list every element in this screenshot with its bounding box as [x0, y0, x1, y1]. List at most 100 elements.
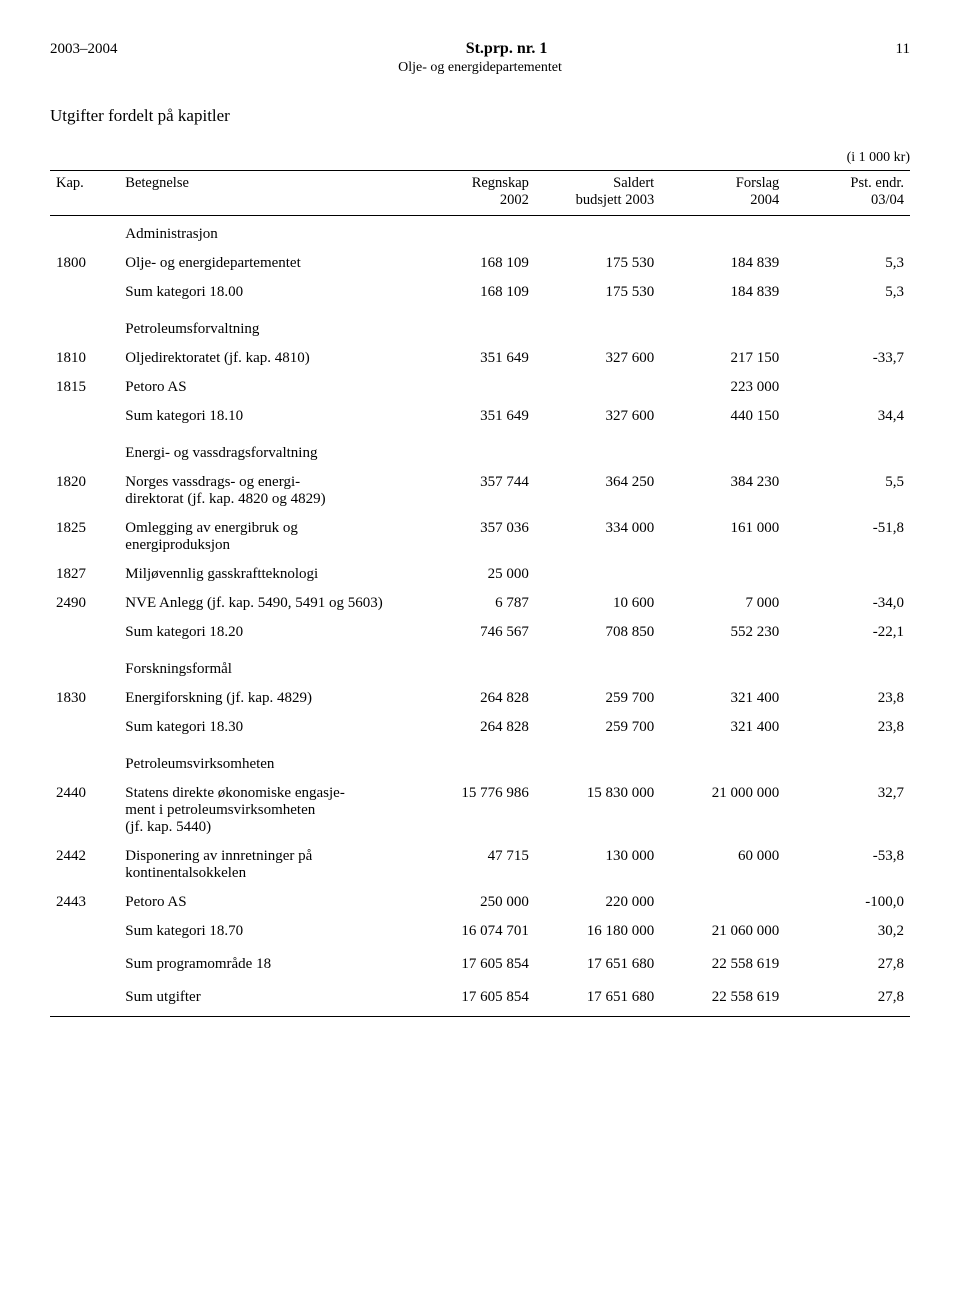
cell-value: 5,3: [785, 278, 910, 311]
cell-betegnelse: Petoro AS: [119, 373, 408, 402]
cell-value: [785, 373, 910, 402]
header-year: 2003–2004: [50, 41, 118, 58]
cell-value: [785, 560, 910, 589]
cell-value: -33,7: [785, 344, 910, 373]
cell-kap: [50, 216, 119, 250]
cell-value: 259 700: [535, 684, 660, 713]
cell-value: 217 150: [660, 344, 785, 373]
cell-betegnelse: Energi- og vassdragsforvaltning: [119, 435, 408, 468]
table-row: Petroleumsforvaltning: [50, 311, 910, 344]
cell-value: [409, 435, 535, 468]
cell-value: -34,0: [785, 589, 910, 618]
cell-value: [660, 651, 785, 684]
cell-value: [535, 311, 660, 344]
cell-kap: [50, 278, 119, 311]
cell-kap: 1825: [50, 514, 119, 560]
section-title: Utgifter fordelt på kapitler: [50, 106, 910, 126]
cell-value: [535, 435, 660, 468]
cell-value: 21 060 000: [660, 917, 785, 950]
cell-value: [660, 311, 785, 344]
cell-value: 327 600: [535, 344, 660, 373]
cell-value: 60 000: [660, 842, 785, 888]
cell-betegnelse: Petroleumsforvaltning: [119, 311, 408, 344]
cell-value: 250 000: [409, 888, 535, 917]
cell-value: 184 839: [660, 249, 785, 278]
cell-betegnelse: Sum utgifter: [119, 983, 408, 1017]
cell-value: 175 530: [535, 278, 660, 311]
cell-betegnelse: Sum kategori 18.10: [119, 402, 408, 435]
cell-kap: [50, 435, 119, 468]
table-row: Forskningsformål: [50, 651, 910, 684]
cell-value: [409, 373, 535, 402]
cell-betegnelse: Disponering av innretninger på kontinent…: [119, 842, 408, 888]
cell-value: 357 036: [409, 514, 535, 560]
cell-value: 168 109: [409, 278, 535, 311]
cell-value: 5,5: [785, 468, 910, 514]
cell-value: 220 000: [535, 888, 660, 917]
cell-value: [785, 311, 910, 344]
cell-kap: 1815: [50, 373, 119, 402]
cell-value: -53,8: [785, 842, 910, 888]
cell-value: [535, 746, 660, 779]
cell-value: [785, 746, 910, 779]
table-row: Sum programområde 1817 605 85417 651 680…: [50, 950, 910, 983]
cell-kap: [50, 618, 119, 651]
cell-value: 334 000: [535, 514, 660, 560]
cell-value: 47 715: [409, 842, 535, 888]
cell-value: [535, 560, 660, 589]
cell-value: 161 000: [660, 514, 785, 560]
cell-value: 17 605 854: [409, 983, 535, 1017]
cell-betegnelse: Forskningsformål: [119, 651, 408, 684]
cell-value: 34,4: [785, 402, 910, 435]
cell-value: 327 600: [535, 402, 660, 435]
cell-betegnelse: Petroleumsvirksomheten: [119, 746, 408, 779]
cell-value: 16 074 701: [409, 917, 535, 950]
table-row: 1800Olje- og energidepartementet168 1091…: [50, 249, 910, 278]
cell-value: 321 400: [660, 713, 785, 746]
cell-value: 17 651 680: [535, 950, 660, 983]
table-row: 1827Miljøvennlig gasskraftteknologi25 00…: [50, 560, 910, 589]
page-header: 2003–2004 St.prp. nr. 1 11: [50, 40, 910, 58]
cell-betegnelse: Olje- og energidepartementet: [119, 249, 408, 278]
cell-betegnelse: Miljøvennlig gasskraftteknologi: [119, 560, 408, 589]
cell-value: [409, 746, 535, 779]
cell-kap: [50, 917, 119, 950]
cell-value: 27,8: [785, 950, 910, 983]
cell-value: 22 558 619: [660, 983, 785, 1017]
cell-betegnelse: Oljedirektoratet (jf. kap. 4810): [119, 344, 408, 373]
cell-betegnelse: Omlegging av energibruk og energiproduks…: [119, 514, 408, 560]
cell-betegnelse: Sum kategori 18.20: [119, 618, 408, 651]
cell-kap: [50, 651, 119, 684]
cell-value: -22,1: [785, 618, 910, 651]
cell-value: 23,8: [785, 713, 910, 746]
cell-value: [535, 651, 660, 684]
table-row: 1815Petoro AS223 000: [50, 373, 910, 402]
table-row: Sum kategori 18.00168 109175 530184 8395…: [50, 278, 910, 311]
cell-value: [409, 311, 535, 344]
table-row: Sum kategori 18.7016 074 70116 180 00021…: [50, 917, 910, 950]
cell-betegnelse: NVE Anlegg (jf. kap. 5490, 5491 og 5603): [119, 589, 408, 618]
budget-table: Kap. Betegnelse Regnskap2002 Saldertbuds…: [50, 170, 910, 1017]
cell-value: 23,8: [785, 684, 910, 713]
cell-betegnelse: Sum kategori 18.00: [119, 278, 408, 311]
cell-value: [660, 746, 785, 779]
cell-value: 175 530: [535, 249, 660, 278]
cell-value: 264 828: [409, 684, 535, 713]
table-header-row: Kap. Betegnelse Regnskap2002 Saldertbuds…: [50, 171, 910, 216]
table-row: Energi- og vassdragsforvaltning: [50, 435, 910, 468]
cell-value: 552 230: [660, 618, 785, 651]
cell-kap: [50, 950, 119, 983]
table-row: 1830Energiforskning (jf. kap. 4829)264 8…: [50, 684, 910, 713]
header-page-number: 11: [896, 41, 910, 58]
cell-value: 22 558 619: [660, 950, 785, 983]
cell-value: 364 250: [535, 468, 660, 514]
table-row: 1825Omlegging av energibruk og energipro…: [50, 514, 910, 560]
cell-value: 5,3: [785, 249, 910, 278]
cell-kap: 1820: [50, 468, 119, 514]
cell-betegnelse: Sum kategori 18.70: [119, 917, 408, 950]
cell-value: [409, 216, 535, 250]
cell-value: 17 651 680: [535, 983, 660, 1017]
cell-kap: 2490: [50, 589, 119, 618]
table-row: Petroleumsvirksomheten: [50, 746, 910, 779]
cell-kap: [50, 746, 119, 779]
